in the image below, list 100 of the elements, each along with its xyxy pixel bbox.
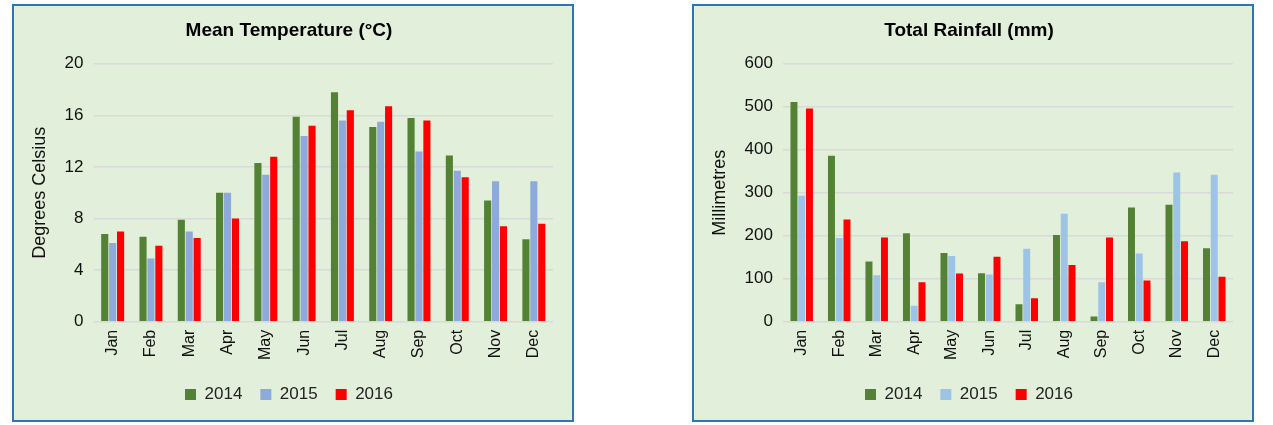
bar	[1068, 265, 1076, 322]
bar	[330, 92, 339, 322]
x-tick-label: Jun	[294, 329, 312, 356]
y-tick-label: 100	[744, 268, 773, 288]
bar	[308, 125, 316, 322]
bar	[873, 275, 881, 322]
bar	[1173, 172, 1181, 322]
y-tick-label: 0	[763, 311, 773, 331]
legend-label: 2016	[1035, 384, 1073, 404]
bar	[902, 233, 910, 322]
x-tick-label: Nov	[1167, 329, 1185, 359]
x-tick-label: Dec	[1204, 329, 1222, 359]
bar	[300, 136, 308, 322]
y-tick-label: 0	[74, 311, 84, 331]
x-tick-label: Jul	[332, 329, 350, 351]
bar	[385, 106, 393, 322]
x-tick-label: Dec	[524, 329, 542, 359]
bar	[445, 155, 453, 322]
bar	[492, 181, 500, 322]
bar	[538, 223, 546, 322]
bar	[1135, 253, 1143, 322]
bar	[843, 219, 851, 322]
bar	[231, 218, 239, 322]
x-tick-label: Aug	[1054, 329, 1072, 359]
legend-label: 2014	[204, 384, 243, 404]
bar	[292, 116, 300, 322]
x-tick-label: Jan	[792, 329, 810, 356]
bar	[499, 226, 508, 322]
bar	[453, 170, 461, 322]
x-tick-label: Sep	[409, 329, 427, 359]
bar	[193, 237, 201, 322]
bar	[484, 200, 492, 322]
bar	[377, 121, 385, 322]
bar	[827, 155, 835, 322]
x-tick-label: Apr	[217, 329, 235, 355]
bar	[790, 102, 798, 322]
bar	[985, 274, 993, 322]
y-tick-label: 300	[744, 182, 773, 202]
legend-label: 2016	[355, 384, 393, 404]
bar	[338, 120, 346, 322]
bar	[1128, 207, 1135, 322]
y-tick-label: 500	[744, 96, 773, 116]
bar	[993, 256, 1001, 322]
bar	[346, 110, 354, 322]
bar	[1210, 174, 1218, 322]
y-tick-label: 200	[744, 225, 773, 245]
legend-label: 2015	[279, 384, 318, 404]
bar	[1023, 248, 1031, 322]
y-tick-label: 20	[64, 53, 84, 73]
bar	[977, 273, 985, 322]
x-tick-label: Nov	[485, 329, 503, 359]
x-tick-label: Feb	[829, 329, 847, 358]
chart-title: Total Rainfall (mm)	[884, 18, 1054, 40]
x-tick-label: May	[942, 329, 960, 361]
bar	[117, 231, 125, 322]
x-tick-label: May	[256, 329, 274, 361]
chart-title: Mean Temperature (°C)	[185, 18, 393, 40]
bar	[1181, 241, 1188, 322]
bar	[1098, 282, 1106, 322]
bar	[423, 120, 431, 322]
bar	[955, 273, 963, 322]
bar	[415, 151, 423, 322]
bar	[216, 192, 224, 322]
bar	[270, 156, 278, 322]
bar	[880, 237, 888, 322]
bar	[835, 237, 843, 322]
legend-label: 2014	[884, 384, 923, 404]
y-tick-label: 8	[74, 208, 84, 228]
x-tick-label: Feb	[141, 329, 159, 358]
bar	[1015, 304, 1023, 322]
legend-label: 2015	[959, 384, 998, 404]
bar	[223, 192, 232, 322]
y-tick-label: 16	[64, 105, 84, 125]
bar	[139, 236, 147, 322]
x-tick-label: Jul	[1017, 329, 1035, 351]
bar	[1053, 234, 1060, 322]
bar	[1031, 298, 1038, 322]
y-axis-title: Millimetres	[708, 149, 729, 236]
x-tick-label: Mar	[867, 329, 885, 358]
x-tick-label: Apr	[904, 329, 922, 355]
bar	[407, 117, 415, 322]
bar	[369, 127, 377, 322]
bar	[805, 108, 813, 322]
bar	[147, 258, 155, 322]
bar	[262, 174, 270, 322]
bar	[1203, 248, 1210, 322]
bar	[155, 245, 163, 322]
x-tick-label: Mar	[179, 329, 197, 358]
bar	[1106, 237, 1113, 322]
bar	[254, 163, 262, 322]
y-axis-title: Degrees Celsius	[28, 126, 49, 259]
bar	[109, 243, 117, 322]
bar	[1060, 213, 1068, 322]
bar	[101, 234, 109, 322]
x-tick-label: Jun	[979, 329, 997, 356]
x-tick-label: Oct	[447, 329, 465, 355]
bar	[522, 239, 530, 322]
bar	[948, 255, 956, 322]
y-tick-label: 400	[744, 139, 773, 159]
y-tick-label: 600	[744, 53, 773, 73]
